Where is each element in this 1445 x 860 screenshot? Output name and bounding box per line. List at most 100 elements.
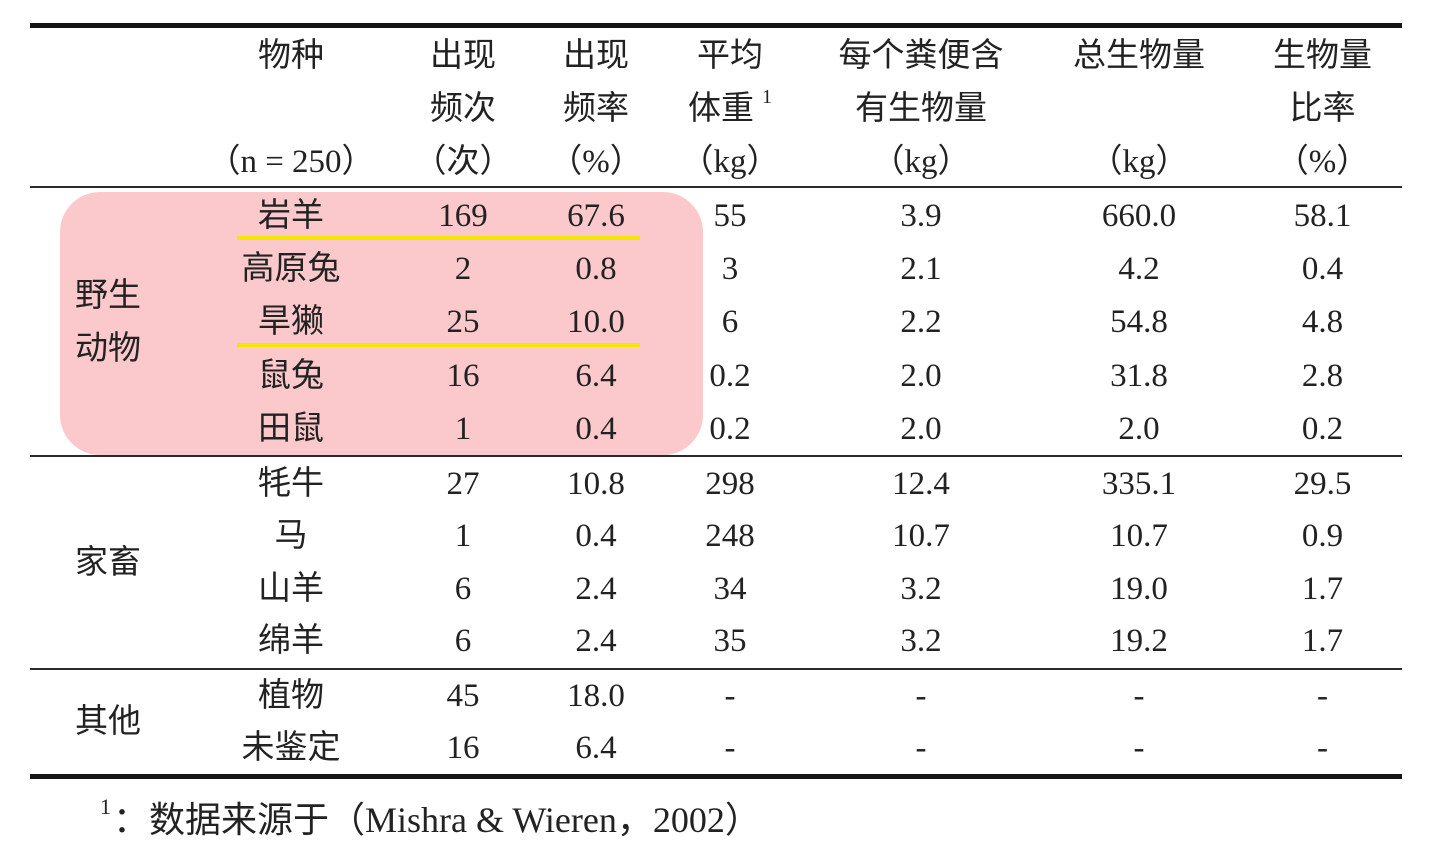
weight-cell: 298 — [705, 465, 755, 502]
header-line: （次） — [413, 144, 513, 180]
species-cell: 鼠兔 — [258, 357, 324, 394]
weight-cell: 0.2 — [709, 357, 751, 394]
total-biomass-cell: 335.1 — [1101, 465, 1177, 502]
header-rule — [30, 186, 1402, 188]
biomass-ratio-cell: 29.5 — [1293, 465, 1352, 502]
count-cell: 6 — [454, 623, 472, 660]
header-line-text: 体重 — [688, 91, 754, 127]
header-line: （kg） — [1089, 144, 1189, 180]
feces-biomass-cell: - — [915, 730, 927, 767]
biomass-ratio-cell: 4.8 — [1301, 304, 1344, 341]
count-cell: 6 — [454, 570, 472, 607]
rate-cell: 2.4 — [575, 623, 617, 660]
table-row: 植物 45 18.0 - - - - — [195, 670, 1402, 723]
rate-cell: 6.4 — [575, 730, 617, 767]
count-cell: 1 — [454, 410, 472, 447]
weight-cell: 6 — [721, 304, 739, 341]
highlight-underline — [237, 343, 640, 347]
header-total-biomass: 总生物量 （kg） — [1035, 30, 1243, 189]
table-header: 物种 （n = 250） 出现 频次 （次） 出现 频率 （%） 平均 体重 1 … — [195, 30, 1402, 189]
table-row: 牦牛 27 10.8 298 12.4 335.1 29.5 — [195, 458, 1402, 511]
weight-cell: 35 — [713, 623, 747, 660]
biomass-ratio-cell: 1.7 — [1301, 570, 1344, 607]
biomass-ratio-cell: 0.2 — [1301, 410, 1344, 447]
footnote-marker: 1 — [762, 85, 772, 108]
biomass-ratio-cell: 1.7 — [1301, 623, 1344, 660]
header-line: （n = 250） — [207, 144, 375, 180]
biomass-ratio-cell: - — [1317, 677, 1328, 714]
species-cell: 山羊 — [258, 570, 324, 607]
total-biomass-cell: 54.8 — [1110, 304, 1168, 341]
rate-cell: 10.0 — [567, 304, 625, 341]
header-line: 频次 — [430, 91, 496, 127]
header-line — [195, 83, 387, 136]
weight-cell: 3 — [721, 251, 739, 288]
total-biomass-cell: 10.7 — [1110, 518, 1168, 555]
feces-biomass-cell: 12.4 — [892, 465, 950, 502]
biomass-ratio-cell: - — [1317, 730, 1328, 767]
weight-cell: 34 — [713, 570, 747, 607]
total-biomass-cell: 2.0 — [1118, 410, 1160, 447]
rate-cell: 6.4 — [575, 357, 617, 394]
weight-cell: - — [724, 730, 736, 767]
feces-biomass-cell: 2.2 — [900, 304, 942, 341]
table-footnote: 1：数据来源于（Mishra & Wieren，2002） — [100, 794, 761, 842]
count-cell: 25 — [446, 304, 480, 341]
header-line: 平均 — [697, 38, 763, 74]
header-line: （%） — [1275, 144, 1370, 180]
group-label-line: 动物 — [75, 331, 141, 367]
header-feces-biomass: 每个粪便含 有生物量 （kg） — [807, 30, 1035, 189]
rate-cell: 18.0 — [567, 677, 625, 714]
count-cell: 169 — [438, 198, 488, 235]
group-label-line: 其他 — [75, 704, 141, 740]
table-row: 鼠兔 16 6.4 0.2 2.0 31.8 2.8 — [195, 350, 1402, 403]
table-row: 田鼠 1 0.4 0.2 2.0 2.0 0.2 — [195, 403, 1402, 456]
group-separator — [30, 455, 1402, 457]
highlight-box — [60, 192, 703, 455]
count-cell: 16 — [446, 357, 480, 394]
total-biomass-cell: 19.0 — [1110, 570, 1168, 607]
table-row: 马 1 0.4 248 10.7 10.7 0.9 — [195, 511, 1402, 564]
header-line: 有生物量 — [855, 91, 987, 127]
feces-biomass-cell: - — [915, 677, 927, 714]
count-cell: 27 — [446, 465, 480, 502]
header-line: 出现 — [563, 38, 629, 74]
group-label-wildlife: 野生 动物 — [30, 190, 195, 456]
biomass-ratio-cell: 2.8 — [1301, 357, 1344, 394]
header-biomass-ratio: 生物量 比率 （%） — [1243, 30, 1402, 189]
species-cell: 岩羊 — [258, 198, 324, 235]
table-row: 高原兔 2 0.8 3 2.1 4.2 0.4 — [195, 243, 1402, 296]
weight-cell: 248 — [705, 518, 755, 555]
header-count: 出现 频次 （次） — [387, 30, 539, 189]
group-label-other: 其他 — [30, 670, 195, 775]
group-label-livestock: 家畜 — [30, 458, 195, 668]
weight-cell: - — [724, 677, 736, 714]
count-cell: 1 — [454, 518, 472, 555]
count-cell: 16 — [446, 730, 480, 767]
header-line: （kg） — [680, 144, 780, 180]
weight-cell: 55 — [713, 198, 747, 235]
total-biomass-cell: - — [1133, 677, 1145, 714]
header-line: 物种 — [258, 38, 324, 74]
header-weight: 平均 体重 1 （kg） — [653, 30, 807, 189]
species-cell: 未鉴定 — [241, 730, 341, 767]
biomass-ratio-cell: 0.4 — [1301, 251, 1344, 288]
group-label-line: 家畜 — [75, 544, 141, 581]
feces-biomass-cell: 10.7 — [892, 518, 950, 555]
biomass-ratio-cell: 0.9 — [1301, 518, 1344, 555]
header-line: 出现 — [430, 38, 496, 74]
species-cell: 绵羊 — [258, 623, 324, 660]
species-cell: 高原兔 — [241, 251, 341, 288]
group-label-line: 野生 — [75, 278, 141, 314]
species-cell: 牦牛 — [258, 465, 324, 502]
header-line — [1035, 83, 1243, 136]
species-cell: 旱獭 — [258, 304, 324, 341]
table-row: 山羊 6 2.4 34 3.2 19.0 1.7 — [195, 563, 1402, 616]
feces-biomass-cell: 2.0 — [900, 410, 942, 447]
feces-biomass-cell: 3.2 — [900, 623, 942, 660]
species-cell: 马 — [274, 518, 308, 555]
rate-cell: 0.8 — [575, 251, 617, 288]
feces-biomass-cell: 3.2 — [900, 570, 942, 607]
count-cell: 2 — [454, 251, 472, 288]
